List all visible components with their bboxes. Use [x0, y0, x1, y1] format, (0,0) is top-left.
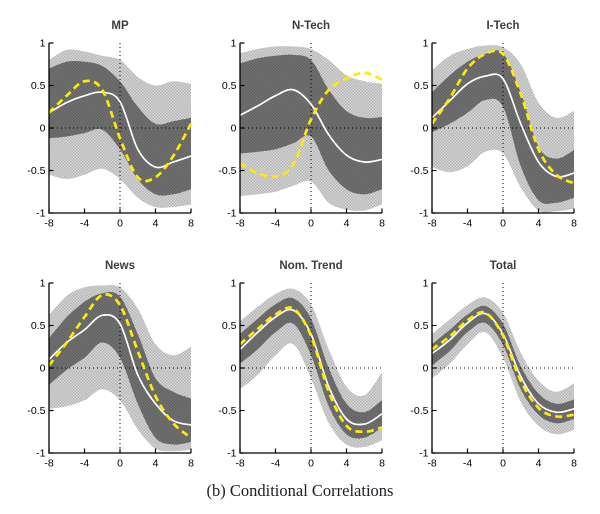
x-tick-label: -8	[235, 218, 244, 230]
x-tick-label: -8	[235, 458, 244, 470]
median-line	[239, 88, 383, 163]
y-tick-label: -0.5	[218, 405, 236, 417]
y-tick-label: 1	[40, 38, 46, 50]
inner-band	[49, 61, 191, 196]
x-tick-label: 4	[153, 218, 159, 230]
y-tick-label: -0.5	[27, 165, 45, 177]
subplot-title-n-tech: N-Tech	[291, 20, 331, 32]
subplot-nom-trend: Nom. Trend 1 0.5 0 -0.5 -1 -8 -4 0 4 8	[213, 260, 390, 500]
y-tick-label: 0	[423, 363, 429, 375]
subplot-total: Total 1 0.5 0 -0.5 -1 -8 -4 0 4 8	[405, 260, 582, 500]
y-tick-label: 0.5	[31, 80, 46, 92]
dashed-line	[239, 306, 383, 434]
plot-canvas-mp: 1 0.5 0 -0.5 -1-8 -4 0 4 8	[27, 38, 194, 230]
subplot-n-tech: N-Tech 1 0.5 0 -0.5 -1 -8 -4 0 4 8	[213, 20, 390, 260]
inner-band	[240, 54, 382, 195]
x-tick-label: 0	[308, 218, 314, 230]
y-tick-label: -1	[227, 208, 236, 220]
x-tick-label: 0	[308, 458, 314, 470]
x-tick-label: 8	[188, 218, 194, 230]
median-line	[431, 73, 575, 178]
x-tick-label: -8	[427, 458, 436, 470]
x-tick-label: 8	[379, 218, 385, 230]
x-tick-label: 8	[571, 458, 577, 470]
x-tick-label: 0	[500, 458, 506, 470]
x-tick-label: 4	[153, 458, 159, 470]
y-tick-label: -1	[419, 208, 428, 220]
inner-band	[432, 305, 574, 424]
plot-canvas-n-tech: 1 0.5 0 -0.5 -1-8 -4 0 4 8	[218, 38, 385, 230]
y-tick-label: -0.5	[410, 405, 428, 417]
x-tick-label: -4	[80, 218, 89, 230]
subplot-title-total: Total	[489, 260, 517, 272]
x-tick-label: -4	[463, 458, 472, 470]
x-tick-label: 4	[344, 458, 350, 470]
x-tick-label: 0	[500, 218, 506, 230]
y-tick-label: 0	[423, 123, 429, 135]
x-tick-label: 8	[379, 458, 385, 470]
y-tick-label: 1	[423, 38, 429, 50]
x-tick-label: 4	[344, 218, 350, 230]
y-tick-label: -1	[227, 448, 236, 460]
y-tick-label: 0.5	[414, 80, 429, 92]
x-tick-label: 8	[571, 218, 577, 230]
plot-canvas-news: 1 0.5 0 -0.5 -1-8 -4 0 4 8	[27, 278, 194, 470]
x-tick-label: -8	[44, 458, 53, 470]
y-tick-label: 0.5	[222, 80, 237, 92]
dashed-line	[48, 79, 193, 183]
y-tick-label: 1	[423, 278, 429, 290]
y-tick-label: -0.5	[218, 165, 236, 177]
y-tick-label: 0	[40, 363, 46, 375]
y-tick-label: 0.5	[222, 320, 237, 332]
dashed-line	[431, 310, 575, 419]
dashed-line	[47, 292, 192, 439]
y-tick-label: 1	[40, 278, 46, 290]
x-tick-label: 8	[188, 458, 194, 470]
y-tick-label: -0.5	[410, 165, 428, 177]
y-tick-label: 1	[231, 38, 237, 50]
dashed-line	[239, 71, 383, 179]
y-tick-label: -0.5	[27, 405, 45, 417]
x-tick-label: 4	[536, 458, 542, 470]
y-tick-label: 0	[40, 123, 46, 135]
x-tick-label: -8	[427, 218, 436, 230]
subplot-mp: MP 1 0.5 0 -0.5 -1 -8 -4 0 4 8	[22, 20, 199, 260]
y-tick-label: 0	[231, 123, 237, 135]
figure-caption: (b) Conditional Correlations	[206, 481, 394, 500]
subplot-title-mp: MP	[111, 20, 129, 32]
dashed-line	[430, 49, 575, 185]
y-tick-label: 0.5	[31, 320, 46, 332]
subplot-news: News 1 0.5 0 -0.5 -1 -8 -4 0 4 8	[22, 260, 199, 500]
inner-band	[432, 50, 574, 204]
plot-canvas-i-tech: 1 0.5 0 -0.5 -1-8 -4 0 4 8	[410, 38, 577, 230]
y-tick-label: 0.5	[414, 320, 429, 332]
subplot-title-news: News	[104, 260, 136, 272]
x-tick-label: -4	[80, 458, 89, 470]
subplot-i-tech: I-Tech 1 0.5 0 -0.5 -1 -8 -4 0 4 8	[405, 20, 582, 260]
y-tick-label: 0	[231, 363, 237, 375]
subplot-title-nom-trend: Nom. Trend	[279, 260, 343, 272]
x-tick-label: -4	[463, 218, 472, 230]
subplot-title-i-tech: I-Tech	[486, 20, 520, 32]
plot-canvas-nom-trend: 1 0.5 0 -0.5 -1-8 -4 0 4 8	[218, 278, 385, 470]
y-tick-label: 1	[231, 278, 237, 290]
x-tick-label: 0	[117, 218, 123, 230]
x-tick-label: -4	[271, 458, 280, 470]
y-tick-label: -1	[36, 448, 45, 460]
x-tick-label: -4	[271, 218, 280, 230]
x-tick-label: 4	[536, 218, 542, 230]
y-tick-label: -1	[36, 208, 45, 220]
x-tick-label: 0	[117, 458, 123, 470]
plot-canvas-total: 1 0.5 0 -0.5 -1-8 -4 0 4 8	[410, 278, 577, 470]
y-tick-label: -1	[419, 448, 428, 460]
inner-band	[240, 297, 382, 439]
x-tick-label: -8	[44, 218, 53, 230]
